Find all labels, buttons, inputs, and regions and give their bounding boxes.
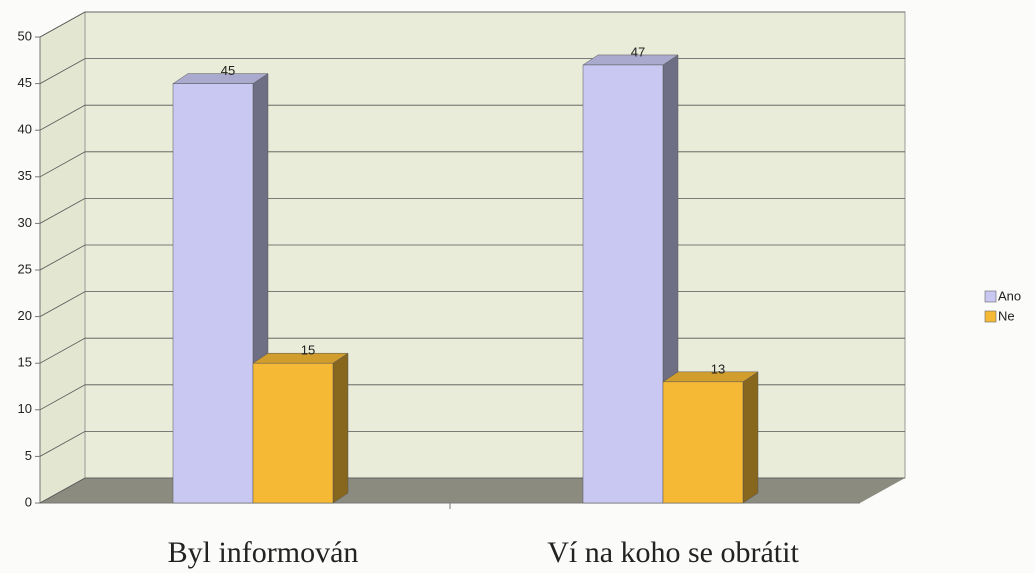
y-tick-label: 45 [18,75,32,90]
y-tick-label: 0 [25,494,32,509]
legend-label: Ne [998,308,1015,323]
floor [40,478,905,503]
bar-side [332,352,349,504]
y-tick-label: 5 [25,448,32,463]
y-tick-label: 35 [18,168,32,183]
y-tick-label: 10 [18,401,32,416]
data-label: 45 [221,63,235,78]
bar-side [742,371,759,504]
bar [582,64,664,504]
y-tick-label: 15 [18,355,32,370]
legend-swatch [984,290,997,303]
y-tick-label: 40 [18,122,32,137]
bar [172,83,254,504]
data-label: 47 [631,44,645,59]
x-tick-label: Ví na koho se obrátit [547,536,799,569]
data-label: 15 [301,343,315,358]
x-tick-label: Byl informován [168,536,359,569]
legend-swatch [984,310,997,323]
y-tick-label: 50 [18,28,32,43]
y-tick-label: 25 [18,261,32,276]
bar [252,362,334,504]
data-label: 13 [711,361,725,376]
y-tick-label: 20 [18,308,32,323]
y-tick-label: 30 [18,215,32,230]
legend-label: Ano [998,288,1021,303]
grid-line [39,11,905,38]
bar [662,381,744,504]
